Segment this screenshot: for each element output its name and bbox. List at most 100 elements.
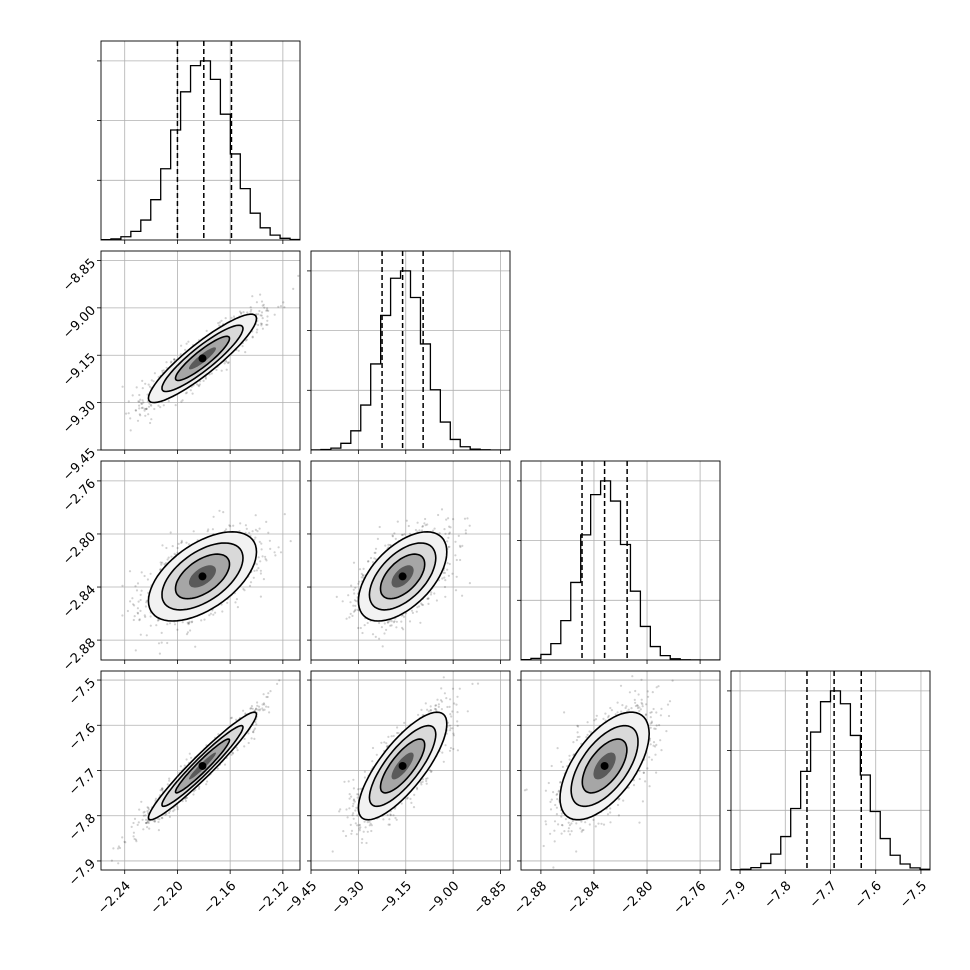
scatter-point	[160, 563, 163, 566]
scatter-point	[366, 621, 369, 625]
scatter-point	[225, 368, 228, 371]
scatter-point	[238, 310, 242, 313]
scatter-point	[459, 558, 462, 562]
scatter-point	[437, 513, 440, 517]
scatter-point	[186, 621, 189, 624]
scatter-point	[208, 614, 211, 617]
scatter-point	[165, 366, 168, 369]
scatter-point	[391, 534, 394, 537]
scatter-point	[352, 604, 355, 607]
scatter-point	[144, 615, 147, 619]
scatter-point	[444, 579, 447, 582]
scatter-point	[144, 818, 148, 821]
panel-frame	[520, 460, 721, 661]
scatter-point	[262, 693, 265, 696]
scatter-point	[228, 524, 231, 527]
scatter-point	[459, 545, 462, 549]
scatter-point	[415, 610, 418, 613]
y-tick-label: −9.30	[60, 398, 99, 437]
scatter-point	[121, 584, 124, 587]
scatter-point	[204, 376, 207, 379]
scatter-point	[418, 529, 421, 532]
scatter-point	[427, 597, 430, 600]
scatter-point	[451, 572, 454, 575]
scatter-point	[185, 758, 188, 761]
scatter-point	[454, 540, 457, 543]
scatter-point	[259, 560, 262, 563]
scatter-point	[360, 572, 363, 576]
scatter-point	[435, 599, 438, 602]
scatter-point	[180, 541, 183, 544]
scatter-point	[262, 303, 265, 306]
scatter-point	[188, 622, 191, 625]
scatter-point	[230, 716, 233, 719]
scatter-point	[374, 547, 378, 550]
scatter-point	[393, 532, 396, 535]
scatter-point	[443, 576, 446, 579]
scatter-point	[383, 632, 386, 635]
scatter-point	[149, 403, 152, 406]
scatter-point	[387, 621, 390, 624]
scatter-point	[166, 783, 169, 786]
scatter-point	[146, 810, 149, 813]
scatter-point	[371, 633, 375, 636]
scatter-point	[158, 652, 161, 655]
scatter-point	[187, 340, 190, 343]
y-tick-label: −2.84	[60, 582, 99, 621]
scatter-point	[411, 611, 414, 615]
scatter-point	[220, 603, 223, 606]
x-tick-label: −7.7	[807, 879, 840, 912]
scatter-point	[137, 600, 140, 603]
scatter-point	[220, 369, 223, 372]
y-tick-label: −9.15	[60, 351, 99, 390]
scatter-point	[198, 383, 201, 386]
scatter-point	[185, 342, 188, 345]
scatter-point	[241, 345, 244, 348]
scatter-point	[260, 542, 263, 545]
scatter-point	[227, 361, 230, 364]
scatter-point	[279, 551, 283, 554]
scatter-point	[164, 562, 168, 565]
scatter-point	[290, 657, 292, 659]
scatter-point	[251, 530, 254, 533]
scatter-point	[279, 305, 283, 308]
scatter-point	[266, 309, 269, 312]
scatter-point	[352, 588, 355, 591]
scatter-point	[185, 391, 188, 394]
panel-frame	[100, 40, 301, 241]
panel-points	[121, 509, 292, 655]
scatter-point	[159, 406, 162, 409]
scatter-point	[360, 576, 363, 579]
scatter-point	[139, 414, 142, 417]
scatter-point	[361, 574, 365, 577]
panel-frame	[100, 460, 301, 661]
scatter-point	[256, 328, 259, 331]
scatter-point	[212, 515, 215, 518]
panel-points	[110, 657, 292, 865]
scatter-point	[353, 599, 356, 602]
scatter-point	[134, 409, 137, 412]
scatter-point	[161, 369, 164, 372]
scatter-point	[259, 572, 262, 575]
scatter-point	[221, 610, 224, 613]
scatter-point	[194, 788, 197, 792]
scatter-point	[173, 358, 176, 361]
scatter-point	[250, 737, 253, 740]
scatter-point	[141, 387, 144, 390]
scatter-point	[188, 620, 191, 623]
scatter-point	[251, 335, 254, 338]
scatter-point	[354, 604, 357, 608]
scatter-point	[251, 707, 254, 710]
scatter-point	[159, 561, 162, 564]
scatter-point	[248, 531, 251, 534]
scatter-point	[357, 626, 360, 630]
scatter-point	[138, 393, 141, 397]
scatter-point	[184, 348, 187, 351]
scatter-point	[147, 383, 150, 386]
scatter-point	[166, 641, 169, 645]
scatter-point	[132, 618, 135, 622]
scatter-point	[149, 624, 152, 627]
scatter-point	[189, 389, 192, 392]
scatter-point	[139, 398, 142, 401]
scatter-point	[405, 519, 408, 522]
